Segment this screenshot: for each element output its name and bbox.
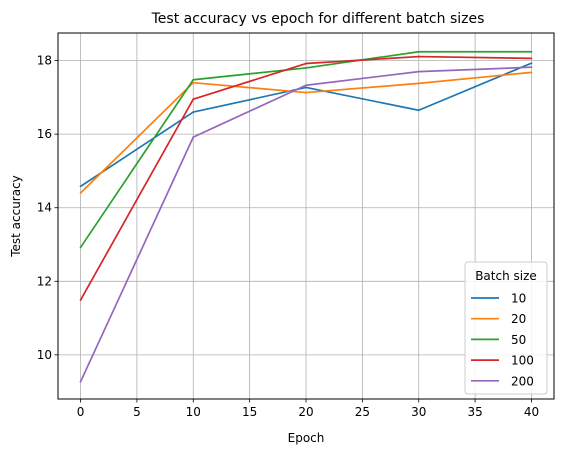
x-tick-label: 15 (242, 405, 257, 419)
data-point (530, 62, 533, 65)
data-point (79, 246, 82, 249)
data-point (305, 67, 307, 69)
legend-box (464, 261, 548, 395)
data-point (192, 78, 195, 81)
grid (58, 33, 554, 399)
x-tick-label: 40 (524, 405, 539, 419)
data-point (417, 82, 420, 85)
data-point (530, 71, 533, 74)
data-point (417, 109, 420, 112)
data-point (79, 192, 82, 194)
data-point (417, 70, 420, 73)
legend: Batch size 10 20 50 100 200 (464, 261, 548, 395)
data-point (79, 185, 82, 188)
data-point (192, 81, 195, 84)
data-point (305, 84, 307, 87)
data-point (305, 91, 307, 94)
data-point (192, 136, 195, 138)
data-point (417, 55, 420, 58)
y-axis-label: Test accuracy (9, 175, 23, 258)
x-tick-label: 20 (298, 405, 313, 419)
legend-label-50: 50 (511, 333, 526, 347)
data-point (417, 50, 420, 53)
chart-title: Test accuracy vs epoch for different bat… (151, 11, 485, 27)
x-tick-label: 30 (411, 405, 426, 419)
series-layer (79, 50, 533, 383)
y-tick-label: 18 (37, 54, 52, 68)
data-point (192, 111, 195, 113)
y-tick-label: 12 (37, 274, 52, 288)
data-point (530, 57, 533, 60)
x-axis: 0 5 10 15 20 25 30 35 40 (77, 399, 539, 419)
data-point (305, 86, 307, 89)
x-tick-label: 10 (186, 405, 201, 419)
x-tick-label: 35 (467, 405, 482, 419)
data-point (192, 98, 195, 101)
data-point (79, 380, 82, 383)
legend-label-10: 10 (511, 292, 526, 306)
x-tick-label: 25 (355, 405, 370, 419)
y-axis: 10 12 14 16 18 (37, 54, 58, 362)
x-axis-label: Epoch (288, 431, 325, 445)
x-tick-label: 0 (77, 405, 85, 419)
legend-label-20: 20 (511, 312, 526, 326)
data-point (530, 66, 533, 69)
legend-label-200: 200 (511, 374, 534, 388)
legend-items: 10 20 50 100 200 (471, 292, 534, 388)
x-tick-label: 5 (133, 405, 141, 419)
data-point (79, 299, 82, 301)
legend-label-100: 100 (511, 354, 534, 368)
y-tick-label: 10 (37, 348, 52, 362)
y-tick-label: 14 (37, 201, 52, 215)
legend-title: Batch size (475, 269, 537, 283)
y-tick-label: 16 (37, 127, 52, 141)
data-point (530, 50, 533, 53)
data-point (305, 62, 307, 65)
